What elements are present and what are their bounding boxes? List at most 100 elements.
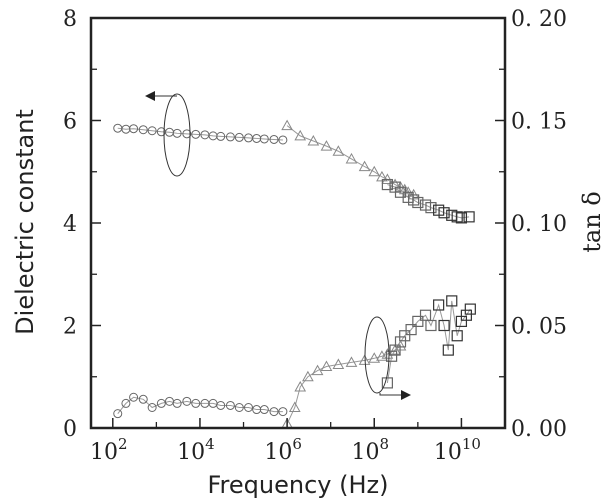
data-point	[442, 344, 454, 356]
data-point	[405, 324, 417, 336]
y-left-tick-label: 4	[63, 212, 77, 237]
y-left-tick-label: 0	[63, 417, 77, 442]
data-point	[234, 403, 244, 412]
series-square-left	[381, 178, 475, 224]
data-point	[425, 319, 437, 332]
data-point	[121, 398, 131, 408]
data-point	[288, 401, 301, 412]
x-tick-label: 104	[177, 435, 215, 465]
y-left-tick-label: 6	[63, 110, 77, 135]
data-point	[281, 119, 293, 131]
y-right-tick-label: 0. 20	[511, 7, 567, 32]
data-point	[225, 132, 235, 142]
data-point	[302, 370, 314, 382]
data-point	[332, 145, 345, 156]
data-point	[438, 319, 450, 332]
left-axis-indicator-ellipse	[163, 93, 191, 177]
x-tick-label: 1010	[434, 435, 481, 465]
data-point	[381, 377, 393, 389]
data-point	[294, 129, 307, 141]
data-point	[358, 354, 371, 365]
right-axis-arrow-head	[401, 390, 411, 400]
data-point	[464, 303, 476, 315]
data-point	[147, 403, 157, 412]
data-point	[425, 202, 437, 214]
data-point	[460, 309, 472, 321]
y-left-tick-label: 2	[63, 315, 77, 340]
data-point	[259, 405, 269, 415]
data-point	[368, 165, 381, 177]
y-left-tick-label: 8	[63, 7, 77, 32]
series-circle-right	[113, 392, 288, 419]
data-point	[381, 173, 394, 184]
data-point	[386, 350, 398, 362]
data-point	[320, 360, 333, 371]
series-square-right	[381, 295, 476, 389]
tick-layer: 102 104 106 108 1010 0 2 4 6 8 0. 00 0. 05 0. 10 0. 1…	[63, 7, 567, 465]
data-point	[412, 315, 424, 327]
right-axis-indicator-ellipse	[364, 316, 390, 394]
series-line	[286, 125, 414, 196]
data-point	[320, 140, 333, 151]
data-point	[368, 352, 381, 363]
plot-frame	[89, 16, 507, 430]
data-point	[307, 134, 320, 146]
x-axis-title: Frequency (Hz)	[208, 471, 389, 499]
data-point	[191, 129, 201, 139]
data-point	[138, 394, 148, 404]
x-tick-label: 102	[90, 435, 128, 465]
series-line	[286, 345, 401, 425]
data-point	[129, 124, 139, 134]
data-point	[269, 134, 279, 144]
series-circle-left	[113, 123, 288, 145]
data-point	[381, 178, 393, 191]
data-point	[358, 160, 371, 172]
data-point	[269, 407, 279, 417]
y-right-tick-label: 0. 05	[511, 315, 567, 340]
data-point	[345, 356, 358, 367]
data-point	[113, 409, 123, 419]
data-point	[243, 403, 253, 412]
data-point	[278, 407, 288, 417]
series-line	[117, 127, 283, 141]
data-point	[408, 194, 420, 206]
data-point	[463, 211, 475, 223]
data-point	[345, 152, 358, 164]
data-point	[191, 398, 201, 408]
data-point	[156, 398, 166, 408]
data-point	[182, 129, 192, 139]
data-point	[216, 400, 226, 410]
y-right-tick-label: 0. 10	[511, 212, 567, 237]
data-point	[438, 207, 450, 219]
data-point	[147, 126, 157, 136]
data-point	[451, 211, 463, 223]
data-point	[446, 295, 458, 307]
data-point	[138, 125, 148, 135]
data-point	[259, 134, 269, 144]
data-point	[394, 336, 407, 348]
data-point	[278, 135, 288, 145]
left-axis-arrow-head	[145, 91, 155, 101]
data-point	[433, 299, 445, 311]
data-point	[399, 330, 411, 342]
data-point	[216, 131, 226, 141]
annotation-layer	[145, 91, 411, 400]
y-right-axis-title: tan δ	[578, 191, 606, 253]
data-point	[172, 128, 182, 138]
data-point	[182, 396, 192, 406]
data-point	[234, 132, 244, 142]
right-axis-arrow-line	[379, 393, 403, 396]
data-point	[412, 196, 424, 209]
data-point	[311, 364, 324, 376]
data-point	[455, 212, 468, 224]
data-series-layer	[113, 119, 476, 429]
data-point	[332, 358, 345, 369]
x-tick-label: 108	[351, 435, 389, 465]
y-left-axis-title: Dielectric constant	[11, 109, 39, 335]
data-point	[129, 392, 139, 402]
data-point	[172, 398, 182, 408]
x-tick-label: 106	[264, 435, 302, 465]
data-point	[225, 400, 235, 410]
data-point	[376, 350, 388, 361]
